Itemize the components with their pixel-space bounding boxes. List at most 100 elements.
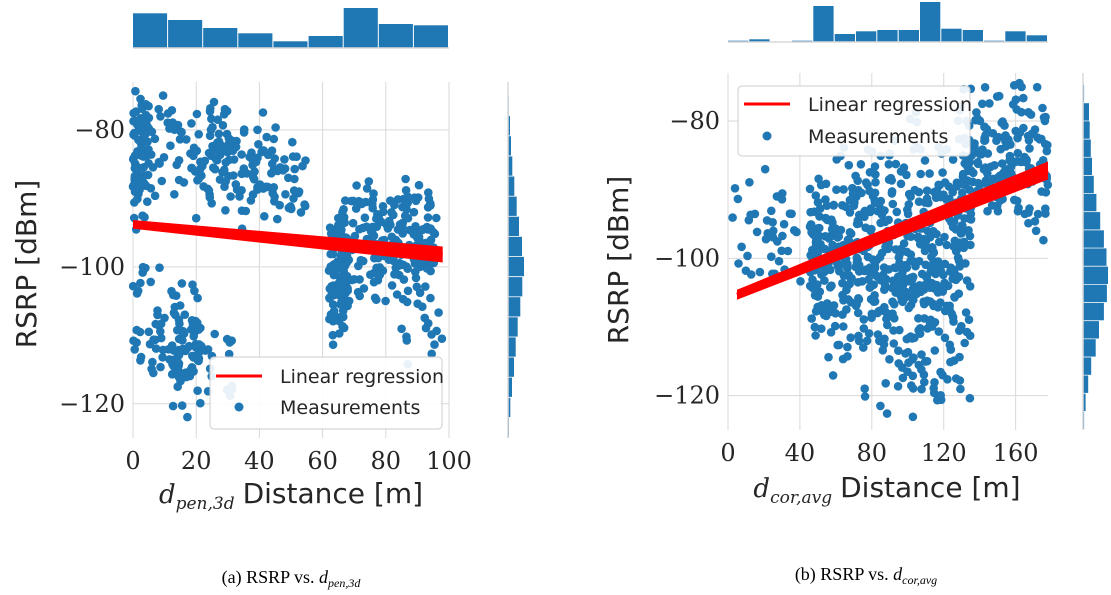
measurement-point [829,201,838,210]
panel-b-legend-regression: Linear regression [808,94,972,116]
measurement-point [211,154,221,164]
measurement-point [913,285,923,294]
measurement-point [180,310,190,320]
panel-a-x-sub: pen,3d [176,494,235,514]
measurement-point [170,125,179,134]
x-tick-label: 0 [125,447,140,475]
panel-b-x-text: Distance [m] [840,471,1020,504]
measurement-point [129,108,138,118]
measurement-point [1039,235,1048,245]
right-histogram-bar [508,116,510,136]
measurement-point [870,263,880,273]
measurement-point [906,256,915,266]
measurement-point [728,213,737,222]
measurement-point [209,97,219,107]
measurement-point [888,309,897,319]
measurement-point [214,129,224,139]
measurement-point [859,315,869,324]
measurement-point [981,131,990,140]
measurement-point [389,210,398,220]
measurement-point [896,282,906,292]
measurement-point [896,179,906,189]
measurement-point [893,382,903,391]
right-histogram-bar [508,297,521,317]
measurement-point [255,180,265,189]
measurement-point [355,275,364,284]
measurement-point [834,232,844,241]
measurement-point [239,164,249,173]
measurement-point [920,198,930,207]
measurement-point [193,386,202,396]
measurement-point [144,327,154,337]
measurement-point [362,184,372,193]
x-tick-label: 80 [371,447,402,475]
measurement-point [965,158,975,167]
top-histogram-bar [834,34,855,42]
measurement-point [267,159,277,169]
measurement-point [227,136,237,145]
measurement-point [817,324,826,334]
measurement-point [194,130,203,139]
x-tick-label: 100 [426,447,472,475]
measurement-point [745,178,754,187]
measurement-point [862,336,872,346]
measurement-point [136,352,146,362]
measurement-point [330,259,340,269]
top-histogram-bar [273,41,308,48]
measurement-point [138,211,147,220]
measurement-point [1009,157,1018,166]
measurement-point [961,308,971,317]
panel-b-caption-sub: cor,avg [902,573,937,587]
panel-a-top-histogram [133,8,448,49]
measurement-point [773,237,782,246]
measurement-point [369,231,379,241]
panel-b-legend: Linear regression Measurements [737,85,972,157]
measurement-point [177,127,186,137]
measurement-point [275,200,285,210]
measurement-point [355,224,364,234]
measurement-point [894,275,904,284]
measurement-point [143,170,153,180]
measurement-point [932,186,942,195]
right-histogram-bar [1083,212,1101,230]
measurement-point [743,251,752,261]
measurement-point [813,292,823,301]
measurement-point [960,338,969,348]
measurement-point [400,211,410,221]
measurement-point [369,277,379,287]
measurement-point [908,412,918,422]
measurement-point [767,252,776,261]
measurement-point [807,314,816,323]
right-histogram-bar [1083,121,1090,139]
top-histogram-bar [308,36,343,48]
measurement-point [864,329,874,338]
measurement-point [213,115,223,124]
measurement-point [956,384,965,394]
measurement-point [144,124,154,133]
panel-a-caption-var: d [319,567,329,587]
measurement-point [167,370,177,379]
measurement-point [950,292,959,302]
measurement-point [813,198,823,207]
measurement-point [432,326,441,336]
measurement-point [356,255,366,265]
measurement-point [882,409,892,418]
right-histogram-bar [1083,393,1086,412]
measurement-point [175,319,184,329]
panel-a-caption: (a) RSRP vs. dpen,3d [222,567,362,590]
measurement-point [777,246,786,256]
measurement-point [845,228,855,237]
measurement-point [301,156,310,165]
measurement-point [372,214,381,223]
measurement-point [411,231,421,241]
right-histogram-bar [508,236,522,257]
measurement-point [130,128,139,138]
top-histogram-bar [962,30,983,42]
measurement-point [133,286,143,296]
measurement-point [432,213,441,223]
panel-a-legend-box [209,356,443,430]
measurement-point [335,329,344,338]
measurement-point [874,307,883,316]
measurement-point [828,371,838,380]
right-histogram-bar [508,277,523,297]
